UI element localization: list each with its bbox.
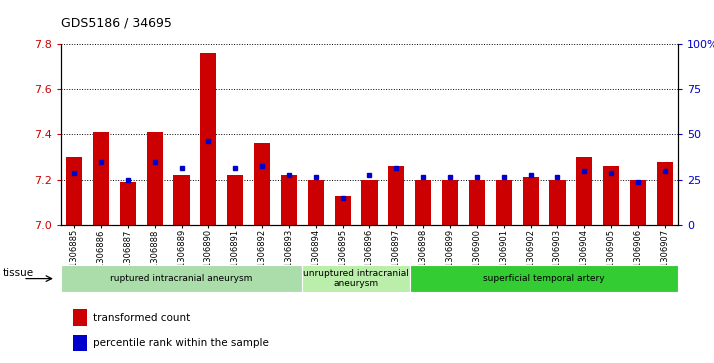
Bar	[93, 132, 109, 225]
Text: superficial temporal artery: superficial temporal artery	[483, 274, 605, 283]
Bar	[281, 175, 297, 225]
Bar	[227, 175, 243, 225]
Bar	[523, 178, 538, 225]
Bar	[201, 53, 216, 225]
Bar	[496, 180, 512, 225]
Text: transformed count: transformed count	[93, 313, 190, 323]
Text: percentile rank within the sample: percentile rank within the sample	[93, 338, 268, 348]
Bar	[73, 309, 86, 326]
Bar	[410, 265, 678, 292]
Bar	[61, 265, 302, 292]
Bar	[415, 180, 431, 225]
Text: unruptured intracranial
aneurysm: unruptured intracranial aneurysm	[303, 269, 409, 288]
Bar	[442, 180, 458, 225]
Bar	[66, 157, 82, 225]
Text: tissue: tissue	[3, 268, 34, 278]
Bar	[254, 143, 270, 225]
Text: GDS5186 / 34695: GDS5186 / 34695	[61, 16, 171, 29]
Bar	[657, 162, 673, 225]
Bar	[576, 157, 593, 225]
Bar	[603, 166, 619, 225]
Bar	[73, 335, 86, 351]
Bar	[174, 175, 190, 225]
Text: ruptured intracranial aneurysm: ruptured intracranial aneurysm	[111, 274, 253, 283]
Bar	[469, 180, 485, 225]
Bar	[335, 196, 351, 225]
Bar	[549, 180, 565, 225]
Bar	[630, 180, 646, 225]
Bar	[146, 132, 163, 225]
Bar	[388, 166, 404, 225]
Bar	[302, 265, 410, 292]
Bar	[361, 180, 378, 225]
Bar	[120, 182, 136, 225]
Bar	[308, 180, 324, 225]
